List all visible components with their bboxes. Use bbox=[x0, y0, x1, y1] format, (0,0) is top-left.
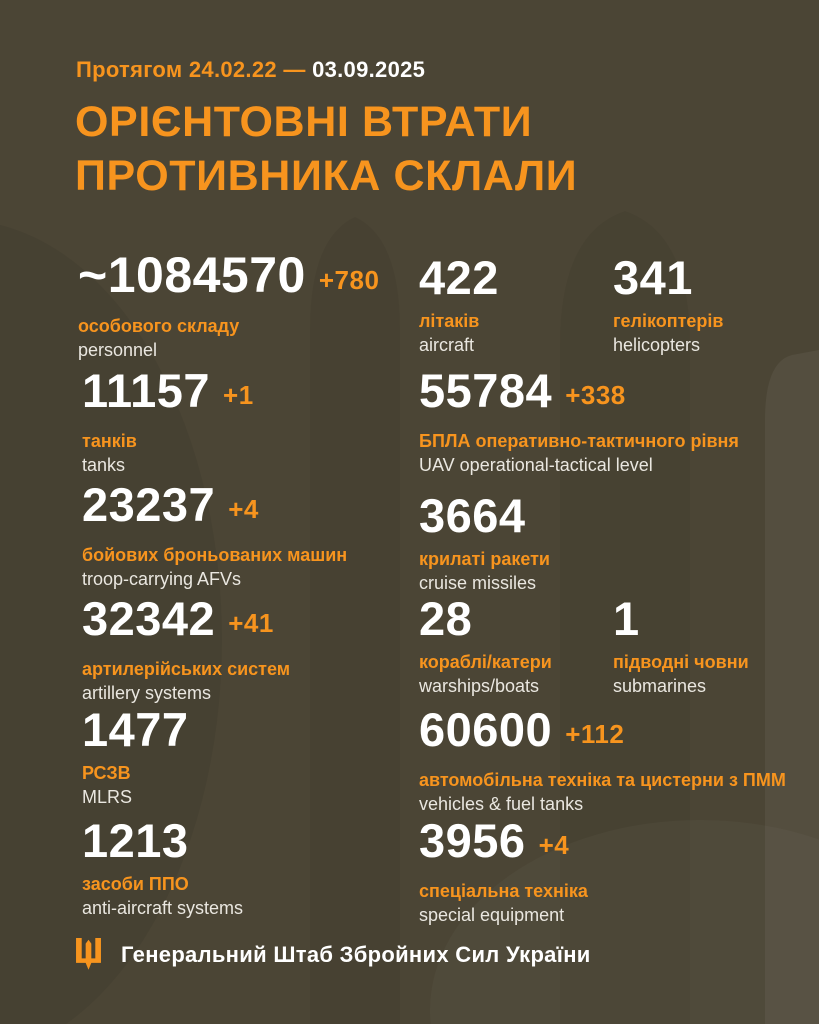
stat-label-uk: підводні човни bbox=[613, 652, 749, 672]
stat-label-en: anti-aircraft systems bbox=[82, 898, 244, 918]
stat-label-en: warships/boats bbox=[419, 676, 540, 696]
stat-aircraft: 422 літаків aircraft bbox=[419, 253, 499, 357]
footer: Генеральний Штаб Збройних Сил України bbox=[76, 938, 591, 972]
stat-value: 3664 bbox=[419, 489, 526, 542]
stat-value: 1477 bbox=[82, 703, 189, 756]
stat-value-row: ~1084570 +780 bbox=[78, 250, 379, 308]
stat-value-row: 1213 bbox=[82, 816, 243, 866]
stat-label-uk: артилерійських систем bbox=[82, 659, 291, 679]
stat-value-row: 1 bbox=[613, 594, 749, 644]
stat-artillery: 32342 +41 артилерійських систем artiller… bbox=[82, 594, 290, 705]
stat-mlrs: 1477 РСЗВ MLRS bbox=[82, 705, 189, 809]
stat-label-uk: РСЗВ bbox=[82, 763, 131, 783]
stat-value-row: 341 bbox=[613, 253, 723, 303]
stat-label-uk: гелікоптерів bbox=[613, 311, 724, 331]
stat-value: 11157 bbox=[82, 364, 211, 417]
stat-label-en: troop-carrying AFVs bbox=[82, 569, 242, 589]
stat-warships: 28 кораблі/катери warships/boats bbox=[419, 594, 552, 698]
stat-value-row: 55784 +338 bbox=[419, 366, 739, 423]
stat-uav: 55784 +338 БПЛА оперативно-тактичного рі… bbox=[419, 366, 739, 477]
stat-afv: 23237 +4 бойових броньованих машин troop… bbox=[82, 480, 347, 591]
stat-label-uk: особового складу bbox=[78, 316, 240, 336]
period-separator: — bbox=[283, 57, 306, 82]
stat-value-row: 11157 +1 bbox=[82, 366, 254, 423]
stat-delta: +338 bbox=[565, 380, 626, 410]
stat-tanks: 11157 +1 танків tanks bbox=[82, 366, 254, 477]
stat-helicopters: 341 гелікоптерів helicopters bbox=[613, 253, 723, 357]
stat-delta: +1 bbox=[223, 380, 254, 410]
stat-label-uk: літаків bbox=[419, 311, 480, 331]
stat-value: 341 bbox=[613, 251, 693, 304]
period-date-from: 24.02.22 bbox=[188, 57, 277, 82]
stat-value: 60600 bbox=[419, 703, 553, 756]
stat-value: 32342 bbox=[82, 592, 216, 645]
stat-label-en: helicopters bbox=[613, 335, 701, 355]
stat-value-row: 422 bbox=[419, 253, 499, 303]
organization-name: Генеральний Штаб Збройних Сил України bbox=[121, 942, 591, 967]
stat-label-uk: БПЛА оперативно-тактичного рівня bbox=[419, 431, 739, 451]
stat-vehicles-fuel-tanks: 60600 +112 автомобільна техніка та цисте… bbox=[419, 705, 786, 816]
stat-value-row: 3664 bbox=[419, 491, 550, 541]
stat-submarines: 1 підводні човни submarines bbox=[613, 594, 749, 698]
stat-cruise-missiles: 3664 крилаті ракети cruise missiles bbox=[419, 491, 550, 595]
stat-label-uk: кораблі/катери bbox=[419, 652, 552, 672]
stat-value: 28 bbox=[419, 592, 473, 645]
title-line-2: ПРОТИВНИКА СКЛАЛИ bbox=[75, 152, 578, 200]
stat-value-row: 28 bbox=[419, 594, 552, 644]
stat-delta: +112 bbox=[565, 719, 625, 749]
stat-label-en: MLRS bbox=[82, 787, 133, 807]
stat-label-en: personnel bbox=[78, 340, 158, 360]
stat-delta: +41 bbox=[228, 608, 274, 638]
stat-label-uk: бойових броньованих машин bbox=[82, 545, 348, 565]
stat-value-row: 1477 bbox=[82, 705, 189, 755]
stat-value: 1213 bbox=[82, 814, 189, 867]
stat-value: 55784 bbox=[419, 364, 553, 417]
stat-value: 422 bbox=[419, 251, 499, 304]
stat-special-equipment: 3956 +4 спеціальна техніка special equip… bbox=[419, 816, 588, 927]
period-label: Протягом bbox=[76, 57, 183, 82]
report-period: Протягом 24.02.22 — 03.09.2025 bbox=[76, 57, 425, 83]
stat-label-uk: засоби ППО bbox=[82, 874, 189, 894]
stat-value-row: 32342 +41 bbox=[82, 594, 290, 651]
stat-label-en: tanks bbox=[82, 455, 126, 475]
stat-label-uk: спеціальна техніка bbox=[419, 881, 588, 901]
stat-value: ~1084570 bbox=[78, 247, 306, 303]
stat-value: 3956 bbox=[419, 814, 526, 867]
stat-value-row: 60600 +112 bbox=[419, 705, 786, 762]
stat-value-row: 23237 +4 bbox=[82, 480, 347, 537]
stat-label-en: cruise missiles bbox=[419, 573, 537, 593]
stat-label-en: special equipment bbox=[419, 905, 565, 925]
stat-label-en: UAV operational-tactical level bbox=[419, 455, 653, 475]
stat-label-en: vehicles & fuel tanks bbox=[419, 794, 584, 814]
stat-personnel: ~1084570 +780 особового складу personnel bbox=[78, 250, 379, 362]
title-line-1: ОРІЄНТОВНІ ВТРАТИ bbox=[75, 98, 533, 146]
page-title: ОРІЄНТОВНІ ВТРАТИ ПРОТИВНИКА СКЛАЛИ bbox=[75, 95, 577, 203]
stat-value-row: 3956 +4 bbox=[419, 816, 588, 873]
stat-label-uk: крилаті ракети bbox=[419, 549, 551, 569]
stat-delta: +4 bbox=[228, 494, 259, 524]
stat-label-uk: автомобільна техніка та цистерни з ПММ bbox=[419, 770, 786, 790]
stat-label-en: artillery systems bbox=[82, 683, 212, 703]
stat-value: 23237 bbox=[82, 478, 216, 531]
tryzub-icon bbox=[76, 938, 101, 970]
stat-value: 1 bbox=[613, 592, 640, 645]
stat-label-en: submarines bbox=[613, 676, 707, 696]
stat-label-en: aircraft bbox=[419, 335, 475, 355]
stat-air-defense: 1213 засоби ППО anti-aircraft systems bbox=[82, 816, 243, 920]
stat-delta: +4 bbox=[538, 830, 570, 860]
period-date-to: 03.09.2025 bbox=[312, 57, 426, 82]
stat-label-uk: танків bbox=[82, 431, 137, 451]
stat-delta: +780 bbox=[318, 265, 380, 295]
